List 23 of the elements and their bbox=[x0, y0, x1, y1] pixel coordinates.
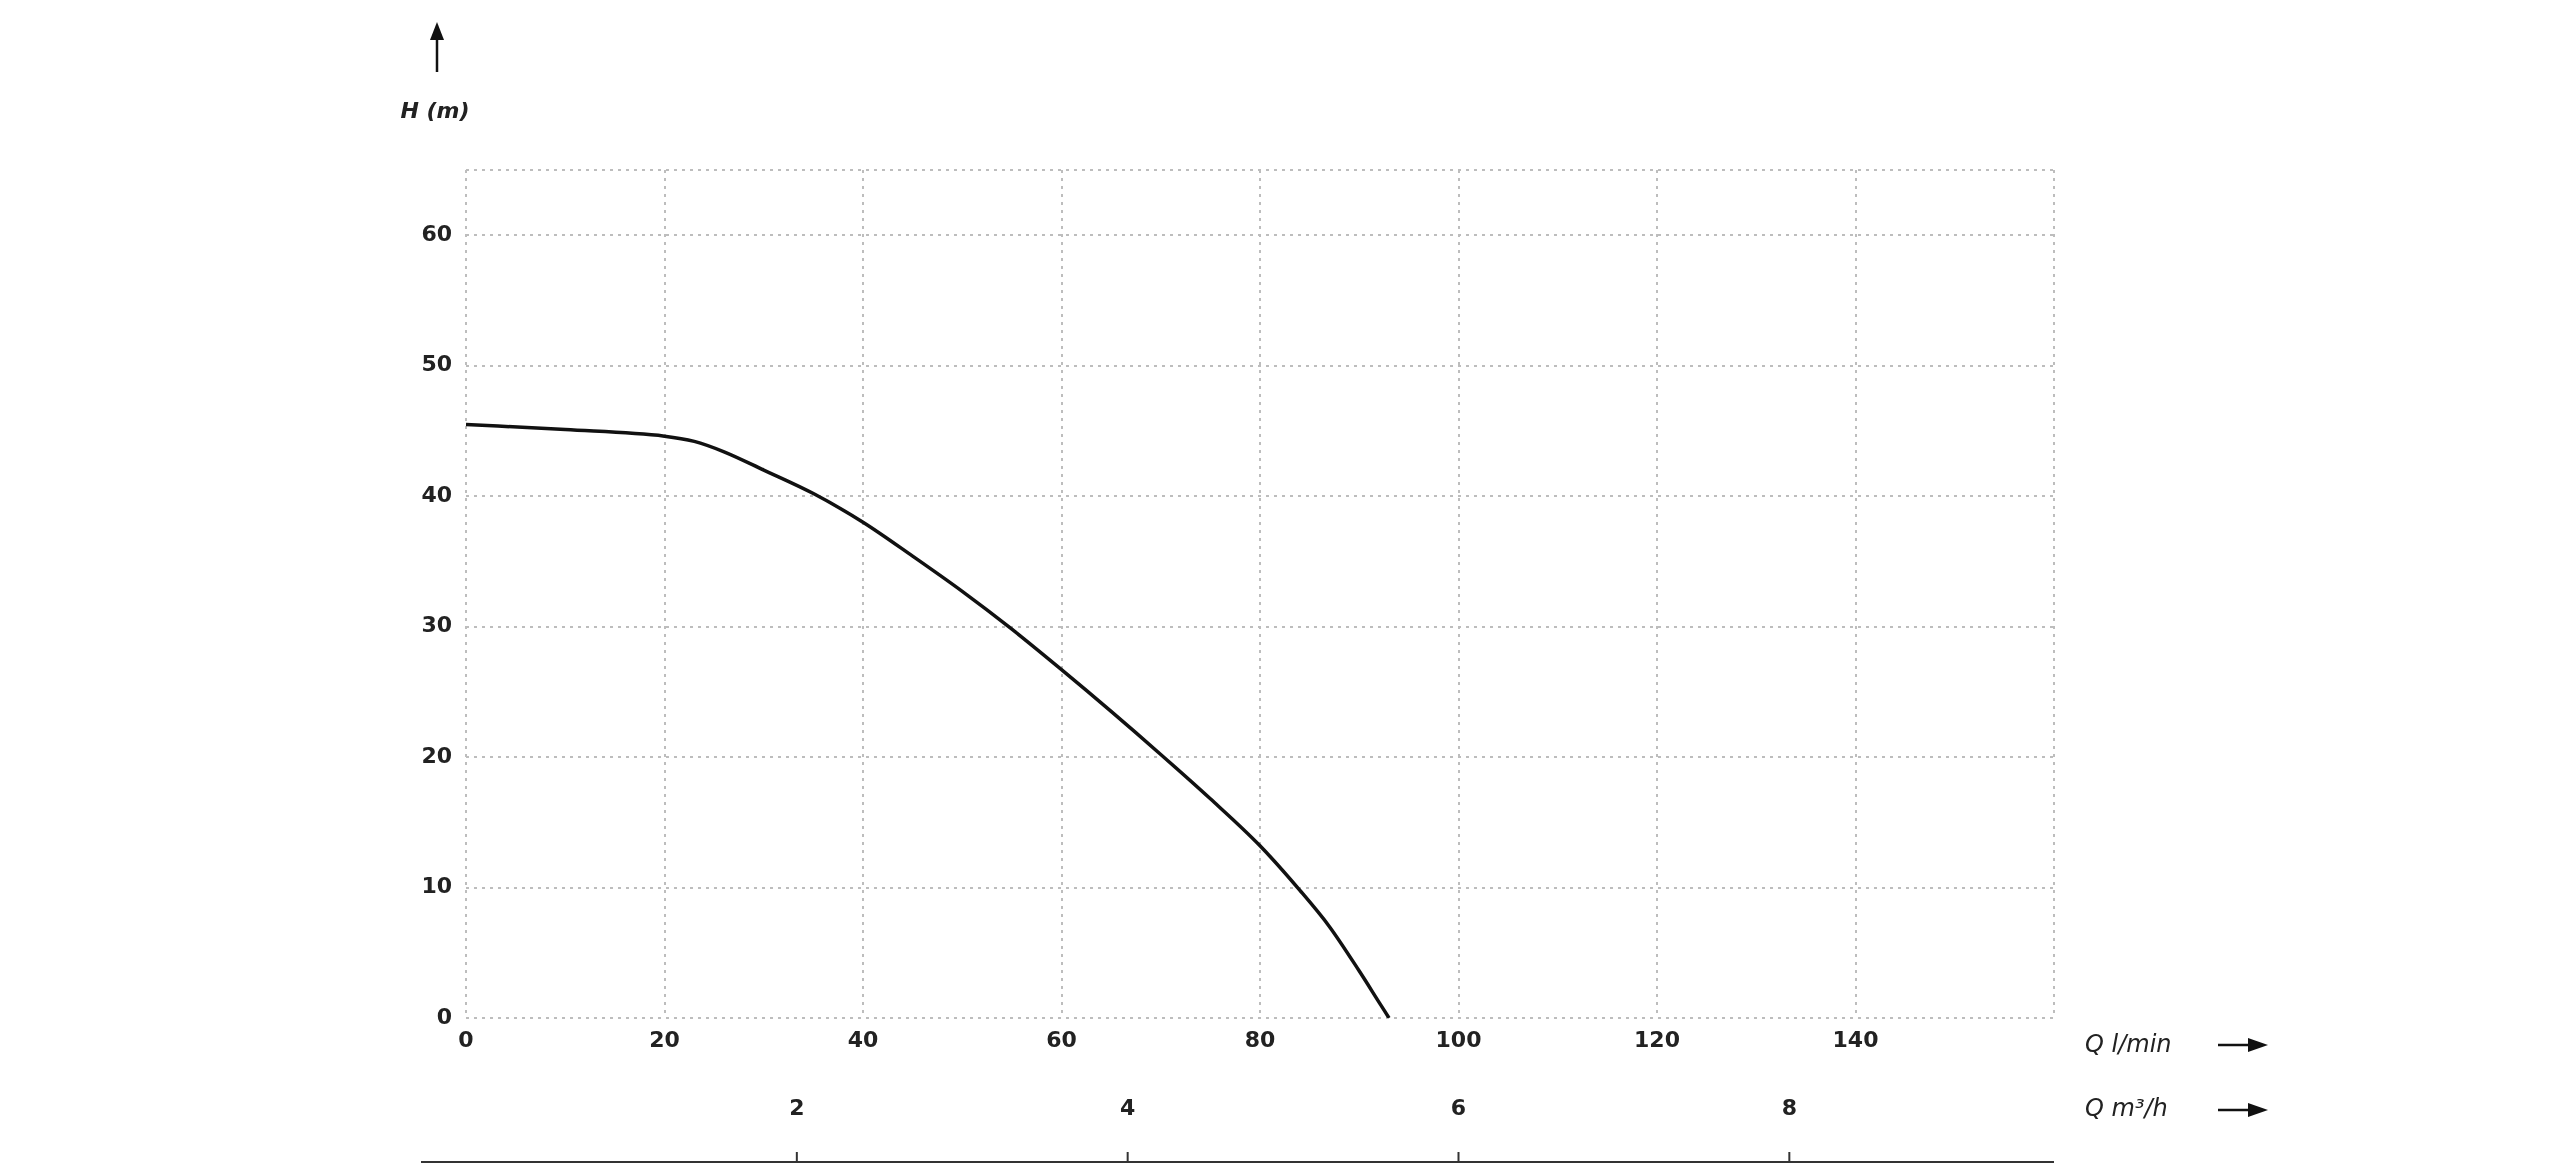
x2-tick-label: 4 bbox=[1120, 1094, 1136, 1120]
x2-tick-label: 6 bbox=[1450, 1094, 1467, 1120]
y-tick-label: 50 bbox=[421, 351, 452, 377]
x-tick-label: 140 bbox=[1832, 1026, 1879, 1052]
x2-tick-label: 2 bbox=[789, 1094, 805, 1120]
x-tick-label: 60 bbox=[1046, 1026, 1077, 1052]
x2-tick-label: 8 bbox=[1781, 1094, 1797, 1120]
y-axis-title: H (m) bbox=[400, 97, 470, 125]
x2-axis-title: Q m³/h bbox=[2085, 1094, 2168, 1122]
y-tick-label: 20 bbox=[421, 742, 452, 768]
y-tick-label: 30 bbox=[421, 612, 452, 638]
y-tick-label: 40 bbox=[421, 481, 452, 507]
y-tick-label: 60 bbox=[421, 220, 452, 246]
x-axis-title: Q l/min bbox=[2085, 1030, 2172, 1058]
line-series bbox=[466, 422, 1391, 1018]
x-tick-label: 120 bbox=[1634, 1026, 1680, 1052]
x-tick-label: 0 bbox=[458, 1026, 474, 1052]
y-tick-label: 10 bbox=[421, 873, 452, 899]
x-tick-label: 40 bbox=[847, 1026, 879, 1052]
y-tick-label: 0 bbox=[436, 1003, 452, 1029]
x-tick-label: 20 bbox=[649, 1026, 680, 1052]
x-tick-label: 100 bbox=[1435, 1026, 1482, 1052]
x-tick-label: 80 bbox=[1244, 1026, 1276, 1052]
